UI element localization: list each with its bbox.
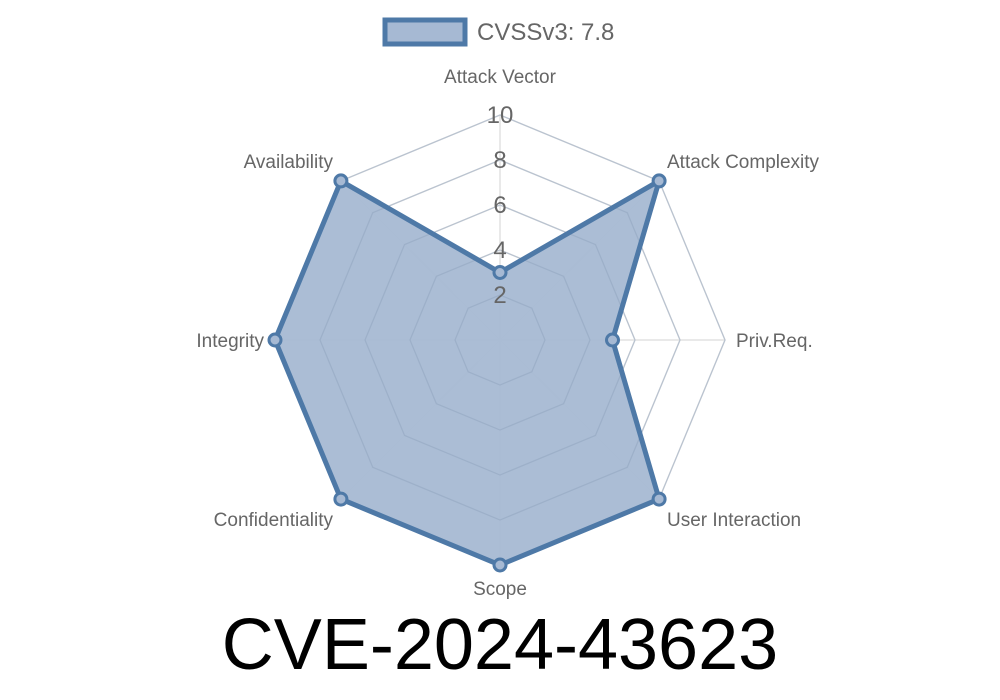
grid-ring-overlay xyxy=(364,204,636,476)
legend: CVSSv3: 7.8 xyxy=(382,17,614,47)
data-point xyxy=(651,173,667,189)
data-point xyxy=(651,491,667,507)
tick-label: 8 xyxy=(493,147,506,174)
data-point xyxy=(333,173,349,189)
data-point xyxy=(492,557,508,573)
axis-label: Availability xyxy=(244,152,334,173)
axis-label: Attack Vector xyxy=(444,67,557,88)
tick-label: 4 xyxy=(493,237,506,264)
data-point xyxy=(333,491,349,507)
grid-ring-overlay xyxy=(409,249,591,431)
grid-ring-overlay xyxy=(454,294,546,386)
legend-label: CVSSv3: 7.8 xyxy=(477,19,614,46)
grid-ring-overlay xyxy=(319,159,681,521)
data-point xyxy=(492,265,508,280)
axis-label: Integrity xyxy=(196,331,264,352)
tick-label: 10 xyxy=(487,102,514,129)
data-point xyxy=(605,332,620,348)
axis-label: Confidentiality xyxy=(214,510,334,531)
cve-title: CVE-2024-43623 xyxy=(221,605,779,685)
axis-label: User Interaction xyxy=(667,510,801,531)
axis-label: Scope xyxy=(473,579,527,600)
legend-swatch xyxy=(382,17,468,47)
tick-label: 6 xyxy=(493,192,506,219)
axis-label: Attack Complexity xyxy=(667,152,820,173)
tick-label: 2 xyxy=(493,282,506,309)
axis-label: Priv.Req. xyxy=(736,331,813,352)
data-point xyxy=(267,332,283,348)
series-area xyxy=(275,180,660,565)
